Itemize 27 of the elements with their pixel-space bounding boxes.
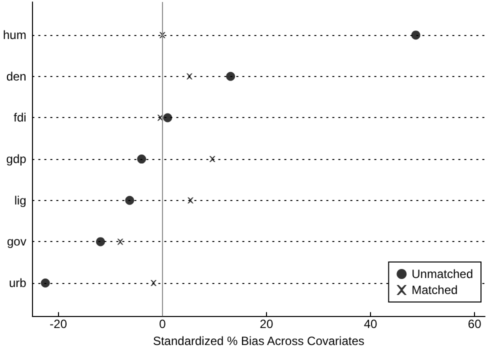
point xyxy=(186,73,192,80)
x-tick-label: 0 xyxy=(159,317,166,332)
point xyxy=(188,197,194,204)
y-tick-label: urb xyxy=(9,276,27,290)
legend-label: Unmatched xyxy=(412,267,474,281)
x-axis-title: Standardized % Bias Across Covariates xyxy=(152,334,364,348)
x-tick-label: 20 xyxy=(260,317,274,332)
point xyxy=(163,113,172,122)
point xyxy=(150,280,157,286)
x-tick-label: 40 xyxy=(364,317,378,332)
point xyxy=(40,278,50,288)
point xyxy=(125,196,134,205)
point xyxy=(117,238,124,245)
point xyxy=(137,154,146,164)
y-tick-label: hum xyxy=(3,28,26,42)
y-tick-label: fdi xyxy=(14,110,26,125)
y-tick-label: gdp xyxy=(6,152,27,166)
y-tick-label: den xyxy=(6,69,26,84)
point xyxy=(96,237,105,246)
x-tick-label: -20 xyxy=(50,317,68,332)
point xyxy=(411,30,420,40)
point xyxy=(226,72,236,81)
point xyxy=(209,156,216,162)
y-tick-label: gov xyxy=(6,234,26,249)
x-tick-label: 60 xyxy=(468,317,482,332)
legend-label: Matched xyxy=(412,283,458,297)
y-tick-label: lig xyxy=(14,193,26,208)
